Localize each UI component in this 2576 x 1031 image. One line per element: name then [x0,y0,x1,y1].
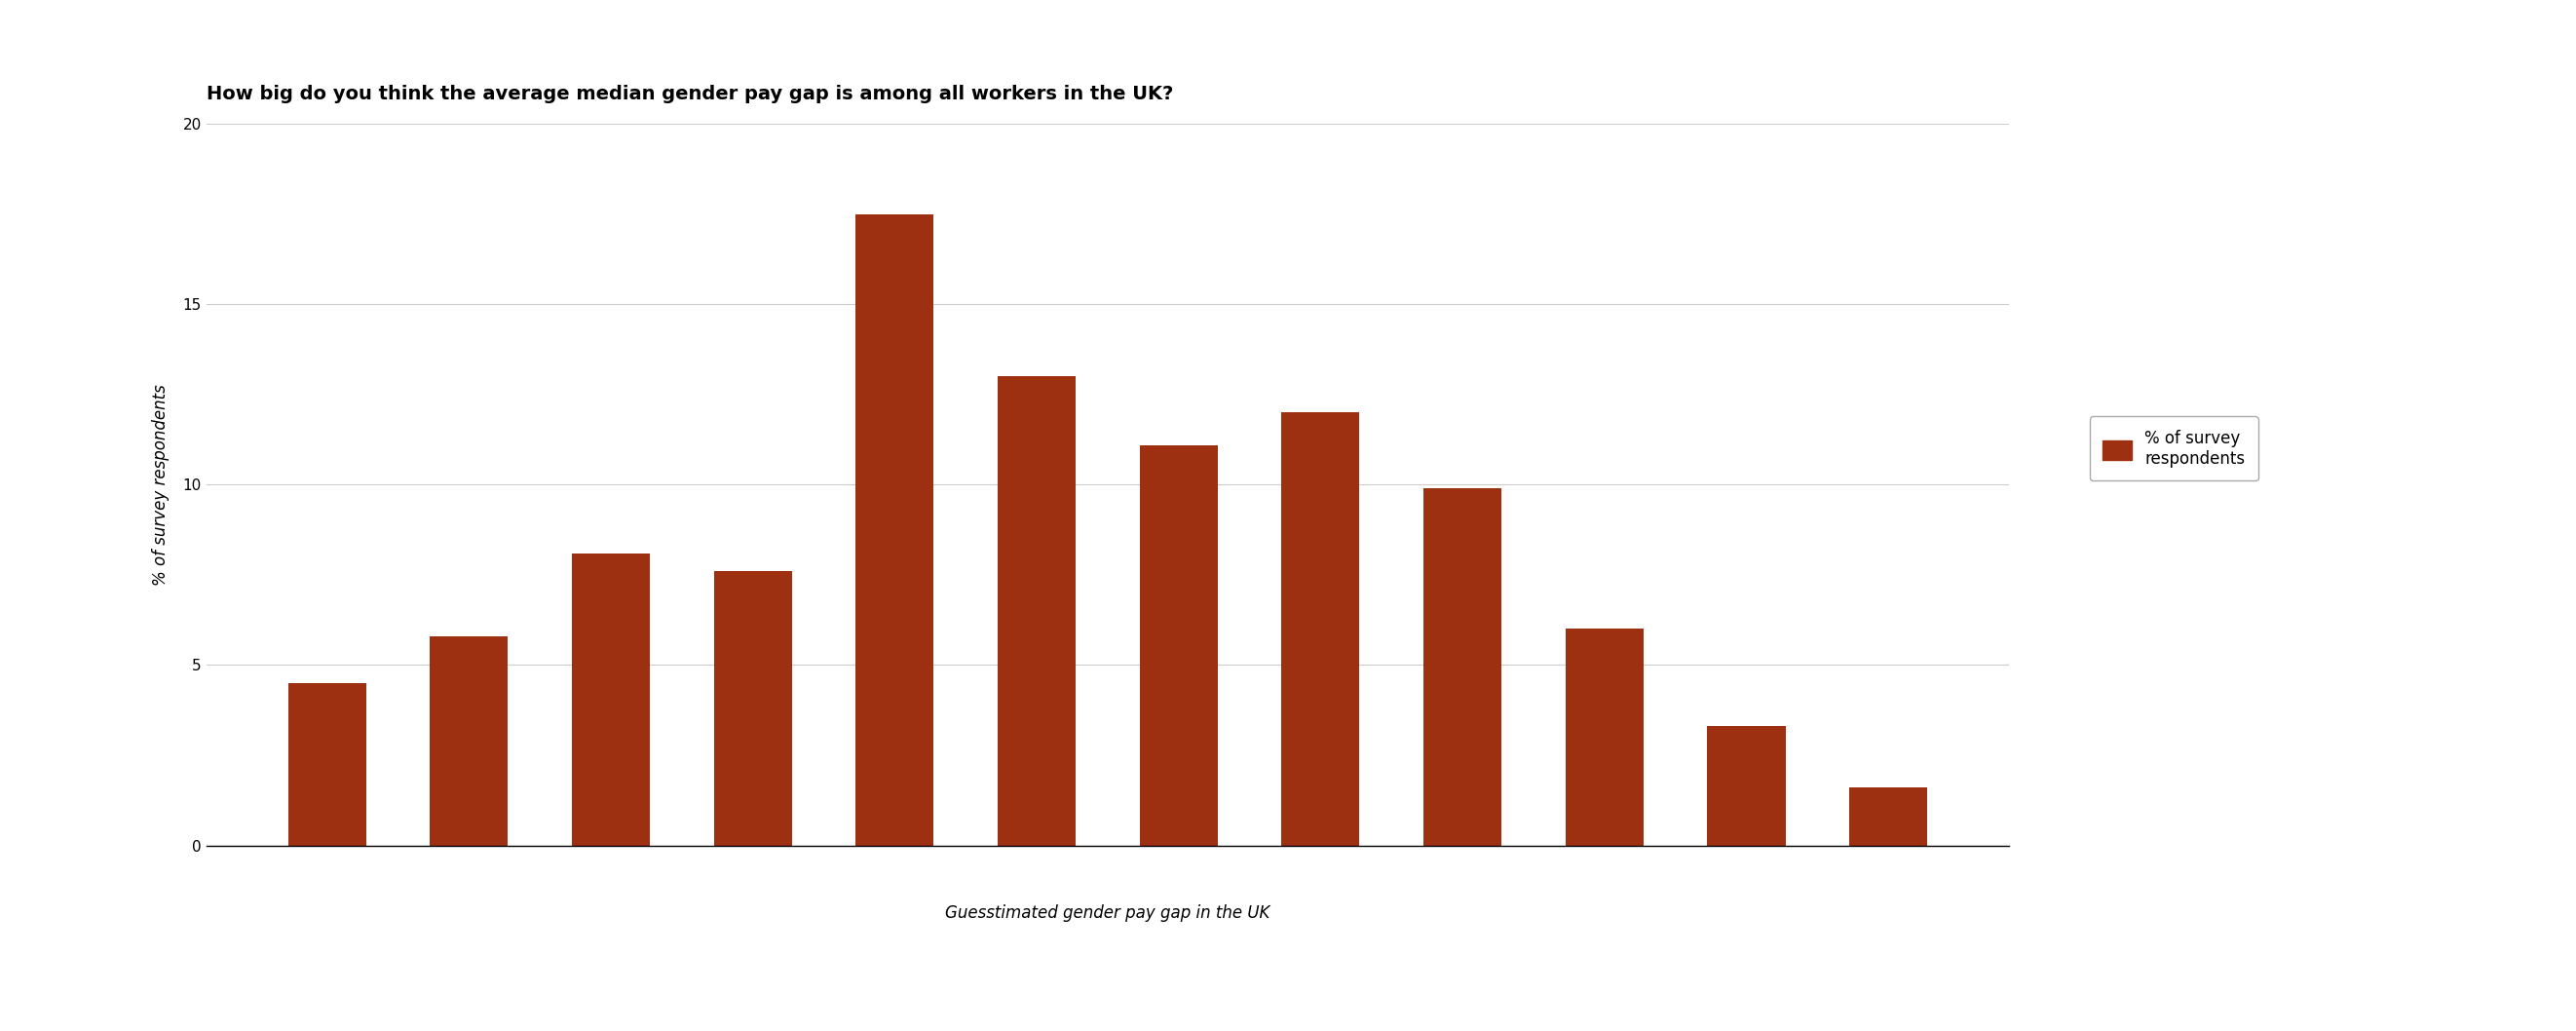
Bar [1139,445,1218,845]
Bar [572,553,649,845]
Bar [1425,488,1502,845]
Bar [1850,788,1927,845]
Bar [1566,629,1643,845]
Bar [1280,412,1360,845]
Bar [997,376,1077,845]
X-axis label: Guesstimated gender pay gap in the UK: Guesstimated gender pay gap in the UK [945,904,1270,922]
Bar [1708,726,1785,845]
Legend: % of survey
respondents: % of survey respondents [2089,417,2259,480]
Text: How big do you think the average median gender pay gap is among all workers in t: How big do you think the average median … [206,85,1172,103]
Bar [714,571,791,845]
Bar [430,636,507,845]
Bar [289,683,366,845]
Y-axis label: % of survey respondents: % of survey respondents [152,384,170,586]
Bar [855,214,935,845]
